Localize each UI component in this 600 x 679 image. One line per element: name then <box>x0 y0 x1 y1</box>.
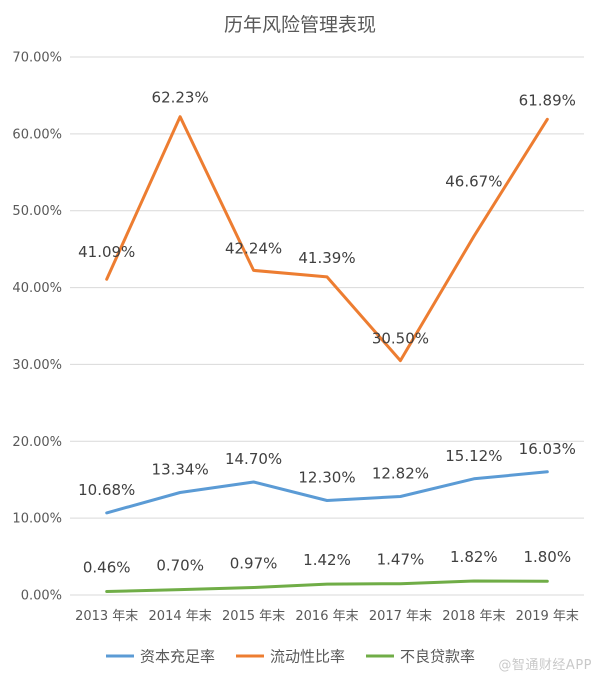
legend: 资本充足率 流动性比率 不良贷款率 <box>106 648 475 666</box>
y-tick-label: 50.00% <box>12 204 62 219</box>
y-axis: 0.00% 10.00% 20.00% 30.00% 40.00% 50.00% 60.00… <box>12 51 62 604</box>
x-axis: 2013 年末 2014 年末 2015 年末 2016 年末 2017 年末 2018 … <box>75 609 579 624</box>
data-label: 62.23% <box>152 89 209 107</box>
data-label: 30.50% <box>372 330 429 348</box>
data-label: 46.67% <box>445 172 502 190</box>
y-tick-label: 70.00% <box>12 51 62 66</box>
data-label: 16.03% <box>519 440 576 458</box>
legend-label: 不良贷款率 <box>400 648 475 666</box>
legend-label: 资本充足率 <box>140 648 215 666</box>
y-tick-label: 10.00% <box>12 512 62 527</box>
series-line <box>105 115 549 363</box>
data-label: 1.42% <box>303 551 351 569</box>
data-label: 15.12% <box>445 447 502 465</box>
y-tick-label: 0.00% <box>21 589 62 604</box>
data-label: 13.34% <box>152 460 209 478</box>
data-label: 0.97% <box>230 555 278 573</box>
data-label: 12.30% <box>298 468 355 486</box>
x-tick-label: 2019 年末 <box>516 609 579 624</box>
data-label: 61.89% <box>519 91 576 109</box>
x-tick-label: 2016 年末 <box>295 609 358 624</box>
series-line <box>105 579 549 593</box>
y-tick-label: 30.00% <box>12 358 62 373</box>
y-tick-label: 20.00% <box>12 435 62 450</box>
x-tick-label: 2018 年末 <box>442 609 505 624</box>
x-tick-label: 2015 年末 <box>222 609 285 624</box>
series-line <box>105 470 549 515</box>
data-label: 12.82% <box>372 464 429 482</box>
y-tick-label: 40.00% <box>12 281 62 296</box>
x-tick-label: 2014 年末 <box>149 609 212 624</box>
data-label: 1.80% <box>523 548 571 566</box>
x-tick-label: 2013 年末 <box>75 609 138 624</box>
data-label: 41.39% <box>298 249 355 267</box>
data-label: 0.70% <box>156 557 204 575</box>
data-labels: 10.68% 13.34% 14.70% 12.30% 12.82% 15.12% 16.0… <box>78 89 576 577</box>
data-label: 1.82% <box>450 548 498 566</box>
x-tick-label: 2017 年末 <box>369 609 432 624</box>
data-label: 41.09% <box>78 243 135 261</box>
data-label: 1.47% <box>377 551 425 569</box>
data-label: 42.24% <box>225 239 282 257</box>
legend-label: 流动性比率 <box>270 648 345 666</box>
data-label: 10.68% <box>78 481 135 499</box>
y-tick-label: 60.00% <box>12 127 62 142</box>
series-lines <box>105 115 549 593</box>
data-label: 14.70% <box>225 450 282 468</box>
chart-title: 历年风险管理表现 <box>224 14 376 36</box>
watermark: @智通财经APP <box>498 658 592 673</box>
data-label: 0.46% <box>83 558 131 576</box>
gridlines <box>70 56 584 596</box>
